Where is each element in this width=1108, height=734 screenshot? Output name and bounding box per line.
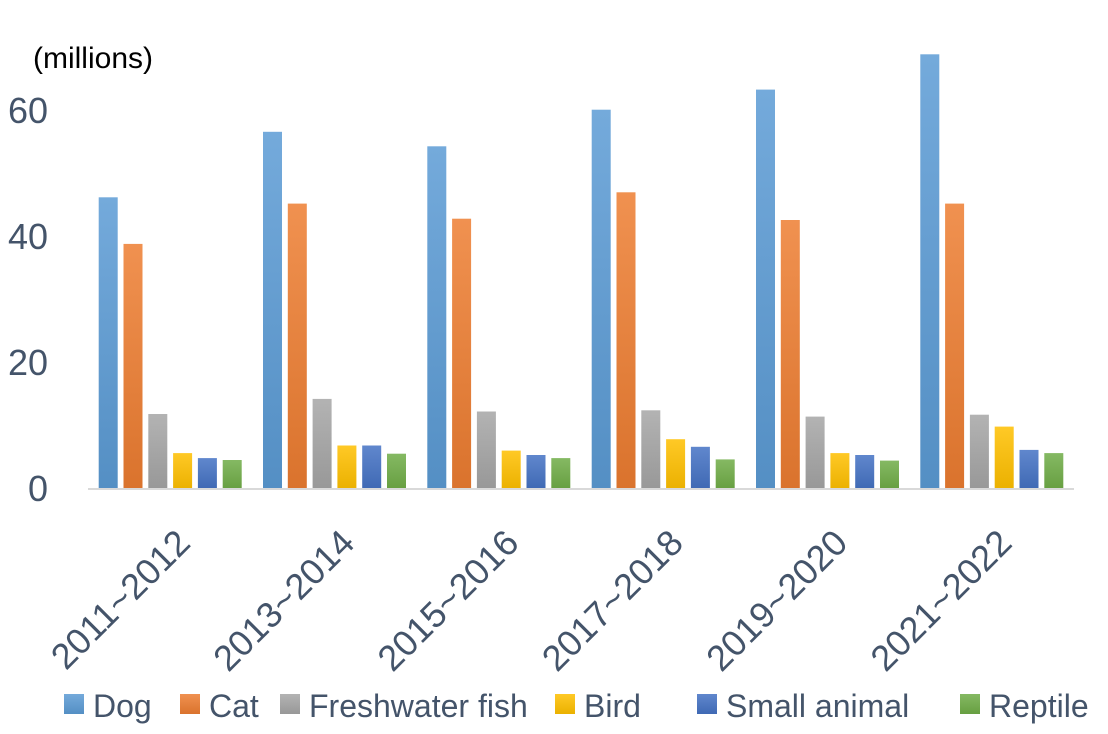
bar-cat-2015~2016 (452, 218, 472, 489)
bar-small-animal-2017~2018 (690, 446, 710, 489)
legend-swatch-bird (555, 694, 575, 714)
x-category-label: 2011~2012 (43, 522, 198, 677)
bar-small-animal-2011~2012 (197, 458, 217, 489)
legend-label-bird: Bird (584, 688, 641, 724)
bar-cat-2011~2012 (123, 243, 143, 489)
bar-reptile-2011~2012 (222, 460, 242, 489)
bar-bird-2021~2022 (994, 426, 1014, 489)
x-ticks-group: 2011~2012 2013~2014 2015~2016 2017~2018 2019… (43, 522, 1020, 679)
bar-cat-2019~2020 (780, 220, 800, 489)
bar-bird-2015~2016 (501, 450, 521, 489)
y-tick-label: 0 (28, 468, 48, 509)
bar-small-animal-2019~2020 (855, 455, 875, 489)
bar-bird-2011~2012 (173, 453, 193, 489)
x-category-label: 2013~2014 (205, 522, 362, 679)
bar-small-animal-2021~2022 (1019, 449, 1039, 489)
bar-small-animal-2013~2014 (362, 445, 382, 489)
legend-label-reptile: Reptile (989, 688, 1089, 724)
bar-small-animal-2015~2016 (526, 455, 546, 489)
bar-dog-2019~2020 (756, 89, 775, 489)
legend: Dog Cat Freshwater fish Bird Small animal Rep… (64, 688, 1089, 724)
y-tick-label: 20 (8, 342, 48, 383)
bar-reptile-2021~2022 (1044, 453, 1064, 489)
legend-label-cat: Cat (209, 688, 259, 724)
y-tick-label: 60 (8, 90, 48, 131)
y-ticks-group: 0 20 40 60 (8, 90, 48, 509)
legend-label-small-animal: Small animal (726, 688, 909, 724)
legend-swatch-reptile (960, 694, 980, 714)
bar-dog-2011~2012 (98, 197, 118, 490)
bar-freshwater-fish-2015~2016 (476, 411, 496, 489)
bar-dog-2021~2022 (920, 54, 940, 490)
bar-bird-2019~2020 (830, 453, 850, 489)
bar-cat-2013~2014 (287, 203, 307, 489)
bar-reptile-2019~2020 (880, 460, 899, 489)
y-axis-label: (millions) (33, 42, 153, 75)
bar-freshwater-fish-2021~2022 (969, 414, 989, 489)
legend-swatch-freshwater-fish (280, 694, 300, 714)
bars-group (98, 54, 1064, 490)
x-category-label: 2017~2018 (534, 522, 691, 679)
x-category-label: 2021~2022 (862, 522, 1019, 679)
bar-dog-2017~2018 (591, 109, 611, 489)
bar-cat-2017~2018 (616, 192, 636, 490)
bar-dog-2013~2014 (263, 131, 282, 490)
bar-dog-2015~2016 (427, 146, 447, 490)
bar-freshwater-fish-2011~2012 (148, 414, 168, 489)
y-tick-label: 40 (8, 216, 48, 257)
bar-reptile-2017~2018 (715, 459, 735, 489)
bar-freshwater-fish-2013~2014 (312, 398, 332, 489)
legend-label-freshwater-fish: Freshwater fish (309, 688, 528, 724)
legend-swatch-small-animal (697, 694, 717, 714)
legend-swatch-dog (64, 694, 84, 714)
bar-bird-2017~2018 (666, 439, 686, 489)
bar-bird-2013~2014 (337, 445, 357, 489)
bar-freshwater-fish-2017~2018 (641, 410, 661, 490)
x-category-label: 2019~2020 (698, 522, 855, 679)
legend-label-dog: Dog (93, 688, 152, 724)
bar-reptile-2013~2014 (387, 453, 406, 489)
legend-swatch-cat (180, 694, 200, 714)
bar-cat-2021~2022 (945, 203, 965, 489)
x-category-label: 2015~2016 (369, 522, 526, 679)
bar-freshwater-fish-2019~2020 (805, 416, 825, 489)
bar-reptile-2015~2016 (551, 458, 571, 489)
